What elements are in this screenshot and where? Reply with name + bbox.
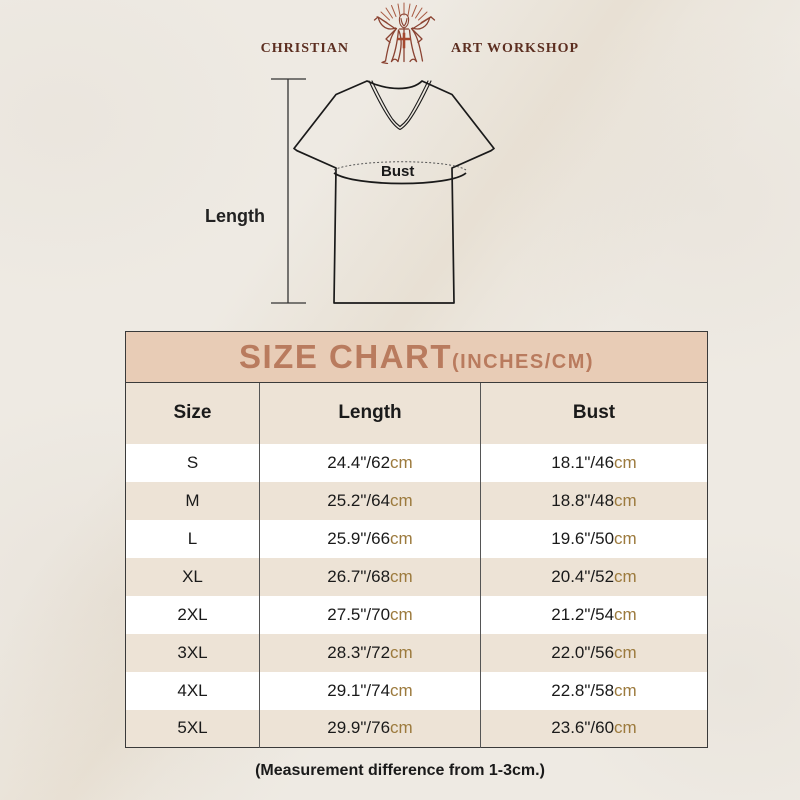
svg-text:Length: Length <box>205 206 265 226</box>
svg-text:Bust: Bust <box>381 163 414 180</box>
